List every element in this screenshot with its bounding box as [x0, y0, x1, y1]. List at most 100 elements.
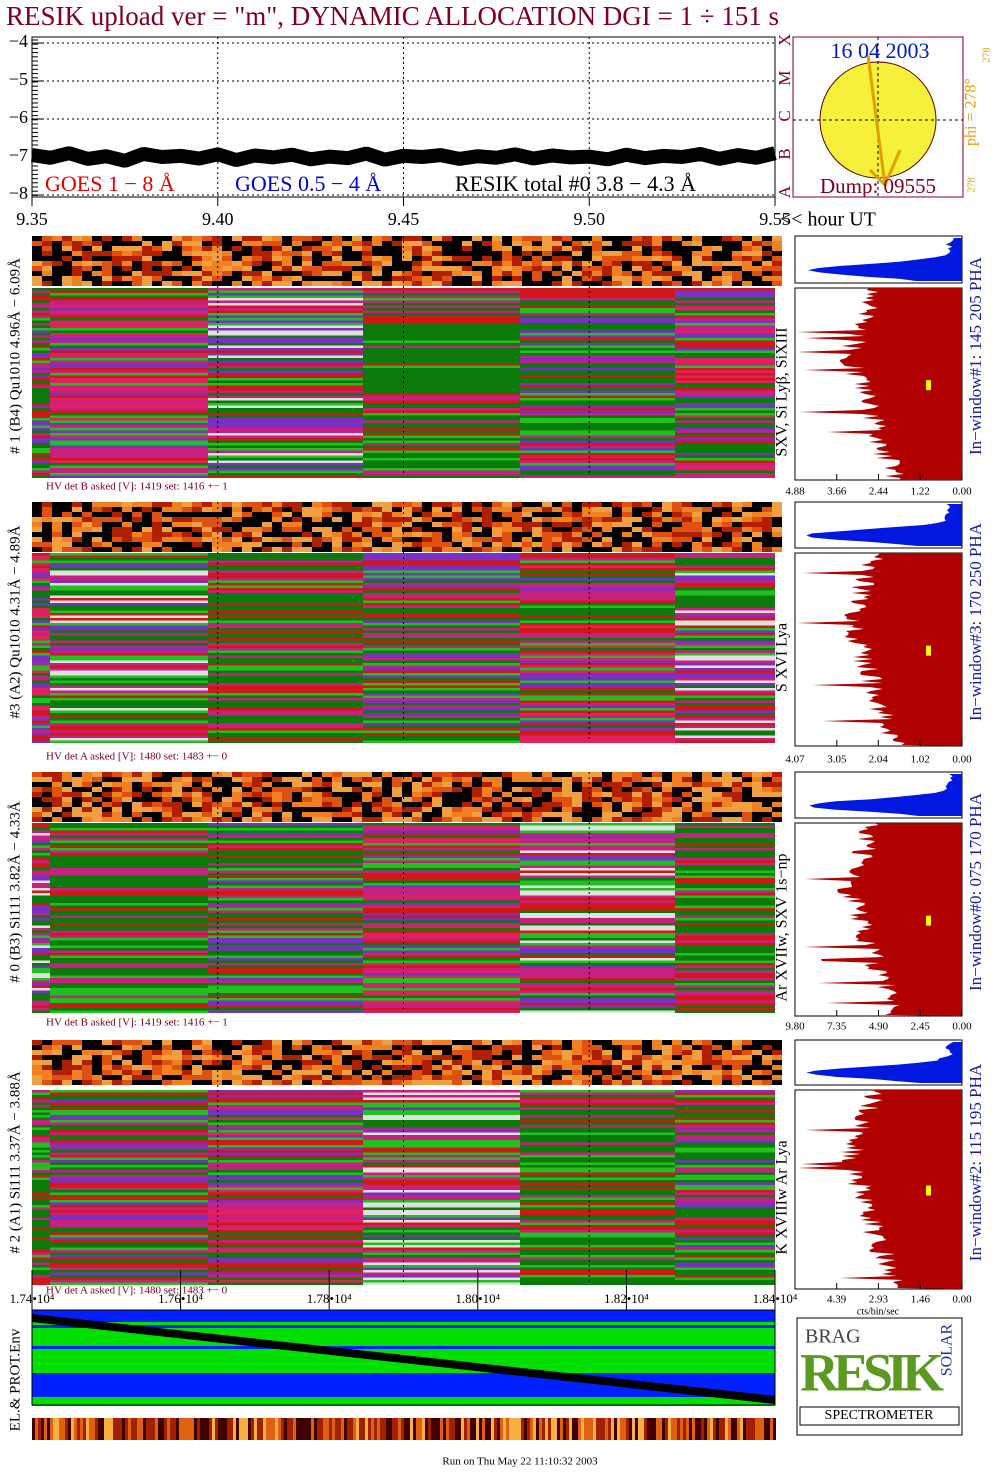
image-pixel: [122, 807, 132, 812]
image-pixel: [492, 787, 502, 792]
image-stripe: [675, 875, 775, 878]
image-stripe: [363, 1237, 520, 1240]
image-pixel: [692, 787, 702, 792]
image-stripe: [363, 713, 520, 716]
image-pixel: [372, 266, 382, 271]
image-stripe: [32, 1122, 50, 1125]
image-pixel: [452, 261, 462, 266]
image-pixel: [582, 537, 592, 542]
image-stripe: [363, 345, 520, 348]
image-pixel: [392, 507, 402, 512]
image-pixel: [52, 1040, 62, 1045]
image-pixel: [232, 772, 242, 777]
image-pixel: [372, 517, 382, 522]
image-pixel: [122, 502, 132, 507]
image-stripe: [50, 833, 208, 836]
image-pixel: [62, 1070, 72, 1075]
image-pixel: [272, 522, 282, 527]
image-pixel: [342, 502, 352, 507]
image-stripe: [208, 663, 363, 666]
image-pixel: [592, 542, 602, 547]
image-pixel: [632, 261, 642, 266]
image-stripe: [520, 1265, 675, 1268]
image-pixel: [572, 512, 582, 517]
image-pixel: [162, 527, 172, 532]
image-pixel: [652, 271, 662, 276]
image-pixel: [652, 1075, 662, 1080]
image-pixel: [232, 266, 242, 271]
image-pixel: [42, 1055, 52, 1060]
image-stripe: [363, 315, 520, 318]
image-stripe: [520, 600, 675, 603]
image-stripe: [50, 378, 208, 381]
image-pixel: [102, 1075, 112, 1080]
image-stripe: [675, 420, 775, 423]
image-stripe: [363, 318, 520, 321]
image-pixel: [692, 256, 702, 261]
image-stripe: [520, 1142, 675, 1145]
image-pixel: [632, 802, 642, 807]
image-stripe: [208, 408, 363, 411]
image-pixel: [212, 236, 222, 241]
image-pixel: [122, 266, 132, 271]
detector-label: # 2 (A1) Si111 3.37Å − 3.88Å: [7, 1071, 23, 1254]
image-pixel: [722, 507, 732, 512]
image-pixel: [232, 281, 242, 286]
image-pixel: [722, 1055, 732, 1060]
image-pixel: [122, 251, 132, 256]
image-pixel: [352, 772, 362, 777]
image-pixel: [472, 507, 482, 512]
image-pixel: [352, 251, 362, 256]
image-stripe: [363, 610, 520, 613]
image-stripe: [520, 725, 675, 728]
image-pixel: [342, 276, 352, 281]
image-pixel: [622, 1055, 632, 1060]
image-stripe: [363, 723, 520, 726]
image-pixel: [92, 542, 102, 547]
image-pixel: [552, 1050, 562, 1055]
image-stripe: [675, 995, 775, 998]
image-pixel: [342, 241, 352, 246]
image-stripe: [675, 823, 775, 826]
image-stripe: [50, 425, 208, 428]
image-stripe: [675, 1245, 775, 1248]
image-stripe: [363, 1220, 520, 1223]
image-pixel: [472, 502, 482, 507]
image-pixel: [302, 772, 312, 777]
image-pixel: [292, 797, 302, 802]
image-pixel: [532, 271, 542, 276]
env-row: [32, 1331, 775, 1334]
image-pixel: [592, 1075, 602, 1080]
image-stripe: [50, 688, 208, 691]
image-pixel: [672, 782, 682, 787]
image-stripe: [208, 1272, 363, 1275]
image-pixel: [242, 236, 252, 241]
image-stripe: [520, 625, 675, 628]
image-stripe: [363, 985, 520, 988]
image-pixel: [122, 527, 132, 532]
image-pixel: [622, 276, 632, 281]
image-pixel: [432, 507, 442, 512]
image-pixel: [372, 532, 382, 537]
image-stripe: [363, 708, 520, 711]
image-stripe: [50, 435, 208, 438]
image-pixel: [352, 246, 362, 251]
image-stripe: [675, 1160, 775, 1163]
image-stripe: [520, 1257, 675, 1260]
image-pixel: [222, 256, 232, 261]
image-pixel: [672, 802, 682, 807]
image-pixel: [742, 1065, 752, 1070]
image-pixel: [322, 1065, 332, 1070]
image-stripe: [363, 690, 520, 693]
image-stripe: [50, 653, 208, 656]
image-pixel: [52, 1070, 62, 1075]
image-pixel: [102, 502, 112, 507]
image-pixel: [92, 1055, 102, 1060]
image-pixel: [182, 1080, 192, 1085]
image-stripe: [675, 428, 775, 431]
image-pixel: [232, 1050, 242, 1055]
image-pixel: [152, 512, 162, 517]
image-pixel: [142, 537, 152, 542]
image-pixel: [762, 812, 772, 817]
image-pixel: [342, 777, 352, 782]
